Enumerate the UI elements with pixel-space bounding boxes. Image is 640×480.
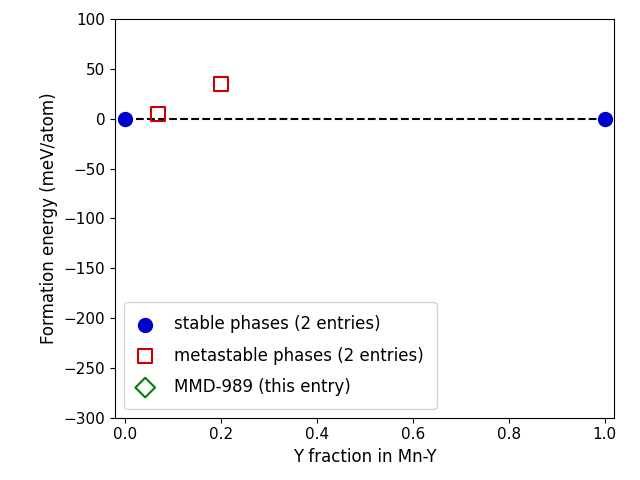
stable phases (2 entries) xyxy=(120,115,130,123)
Y-axis label: Formation energy (meV/atom): Formation energy (meV/atom) xyxy=(40,93,58,344)
Legend: stable phases (2 entries), metastable phases (2 entries), MMD-989 (this entry): stable phases (2 entries), metastable ph… xyxy=(124,302,436,409)
stable phases (2 entries) xyxy=(600,115,610,123)
metastable phases (2 entries) xyxy=(216,80,226,88)
metastable phases (2 entries) xyxy=(153,110,163,118)
X-axis label: Y fraction in Mn-Y: Y fraction in Mn-Y xyxy=(293,448,436,466)
